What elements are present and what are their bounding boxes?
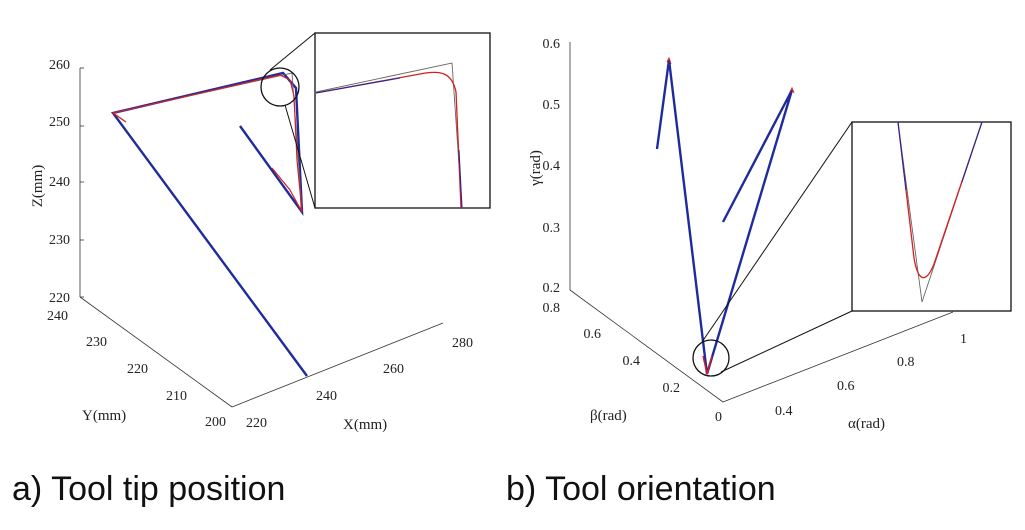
panel-a-z-tick: 240 [49,175,70,190]
panel-b-z-ticks: 0.6 0.5 0.4 0.3 0.2 [543,37,561,296]
panel-a-series-smoothed [111,74,303,213]
panel-b-series-smoothed [702,355,713,375]
panel-b-x-label: α(rad) [848,416,885,432]
panel-a-z-label: Z(mm) [30,165,46,208]
panel-a-z-tick: 250 [49,115,70,130]
panel-b-x-axis [722,311,954,403]
panel-a: 260 250 240 230 220 240 230 220 210 200 … [30,32,491,433]
panel-a-y-tick: 210 [166,389,187,404]
panel-a-x-ticks: 220 240 260 280 [246,336,473,431]
panel-a-axes [79,68,444,408]
panel-b-x-ticks: 0.4 0.6 0.8 1 [775,332,967,419]
panel-a-inset [314,32,491,209]
panel-b-z-tick: 0.3 [543,221,561,236]
panel-a-z-tick: 230 [49,233,70,248]
panel-b-z-label: γ(rad) [528,150,544,187]
panel-b-y-label: β(rad) [590,408,627,424]
panel-a-x-label: X(mm) [343,417,387,433]
caption-a: a) Tool tip position [12,470,286,508]
panel-b-inset-curves [897,121,983,303]
panel-a-x-tick: 220 [246,416,267,431]
caption-b: b) Tool orientation [506,470,776,508]
panel-b-x-tick: 0.6 [837,379,855,394]
panel-a-x-tick: 260 [383,362,404,377]
panel-b-y-tick: 0.6 [584,327,602,342]
panel-b-series-reference [655,59,794,375]
panel-b-z-tick: 0.2 [543,281,561,296]
panel-b-x-tick: 0.8 [897,355,915,370]
panel-a-z-ticks: 260 250 240 230 220 [49,58,70,306]
panel-a-y-label: Y(mm) [82,408,126,424]
panel-a-y-tick: 200 [205,415,226,430]
panel-b-z-tick: 0.5 [543,98,561,113]
panel-b-zoom-marker [692,339,730,377]
panel-b-x-tick: 0.4 [775,404,793,419]
panel-b-y-tick: 0 [715,410,722,425]
panel-b-y-tick: 0.2 [663,381,681,396]
panel-a-series-corner [112,72,303,213]
panel-b-y-tick: 0.4 [623,354,641,369]
panel-a-x-axis [231,322,444,408]
panel-b-y-axis [569,289,724,403]
panel-a-y-axis [79,296,233,408]
panel-b-x-tick: 1 [960,332,967,347]
panel-a-y-tick: 220 [127,362,148,377]
panel-a-y-tick: 230 [86,335,107,350]
panel-a-y-tick: 240 [47,309,68,324]
panel-a-inset-curves [315,62,463,209]
panel-a-z-tick: 260 [49,58,70,73]
panel-a-series-reference [110,71,308,377]
panel-a-y-ticks: 240 230 220 210 200 [47,309,226,430]
panel-b-inset [851,121,1012,312]
panel-a-x-tick: 240 [316,389,337,404]
panel-a-z-tick: 220 [49,291,70,306]
panel-a-zoom-marker [260,67,300,107]
panel-b-z-tick: 0.4 [543,159,561,174]
panel-b-z-tick: 0.6 [543,37,561,52]
panel-b: 0.6 0.5 0.4 0.3 0.2 0.8 0.6 0.4 0.2 0 0.… [528,37,1012,432]
panel-b-y-tick: 0.8 [543,301,561,316]
panel-b-y-ticks: 0.8 0.6 0.4 0.2 0 [543,301,723,425]
panel-a-x-tick: 280 [452,336,473,351]
